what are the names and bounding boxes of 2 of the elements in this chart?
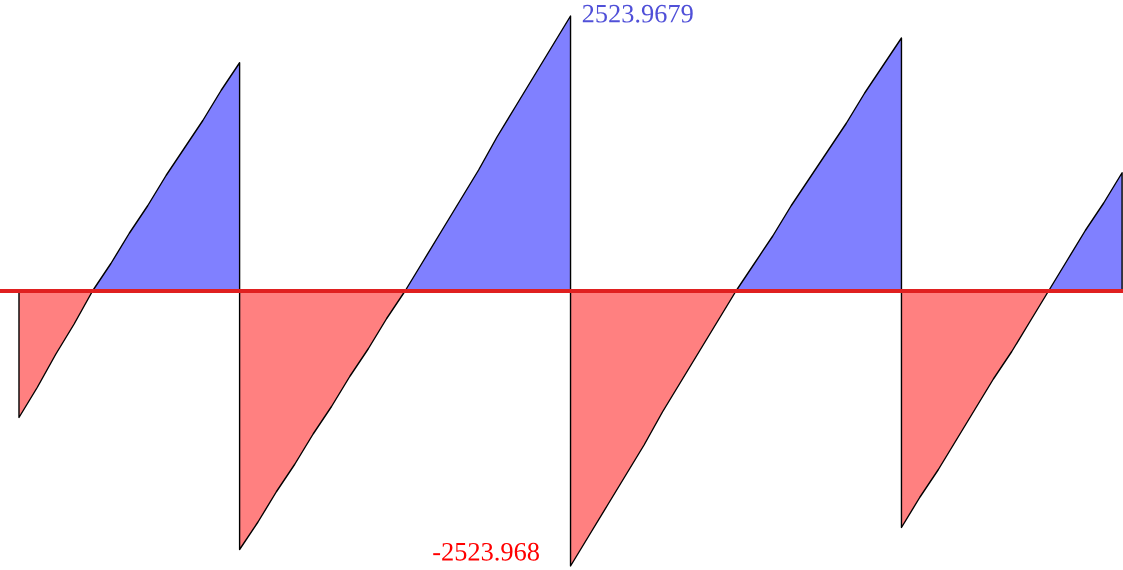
annotation: -2523.968 bbox=[433, 542, 539, 561]
annotation: 2523.9679 bbox=[582, 4, 693, 23]
